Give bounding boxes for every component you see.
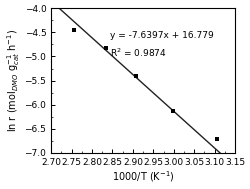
Point [134, 74, 138, 77]
Point [215, 138, 219, 141]
Text: y = -7.6397x + 16.779
R$^{2}$ = 0.9874: y = -7.6397x + 16.779 R$^{2}$ = 0.9874 [110, 31, 214, 59]
Y-axis label: ln r (mol$_{DMO}$ g$_{cat}^{-1}$ h$^{-1}$): ln r (mol$_{DMO}$ g$_{cat}^{-1}$ h$^{-1}… [5, 29, 22, 132]
Point [171, 109, 175, 112]
Point [72, 28, 76, 31]
Point [104, 46, 108, 49]
X-axis label: 1000/T (K$^{-1}$): 1000/T (K$^{-1}$) [112, 169, 174, 184]
